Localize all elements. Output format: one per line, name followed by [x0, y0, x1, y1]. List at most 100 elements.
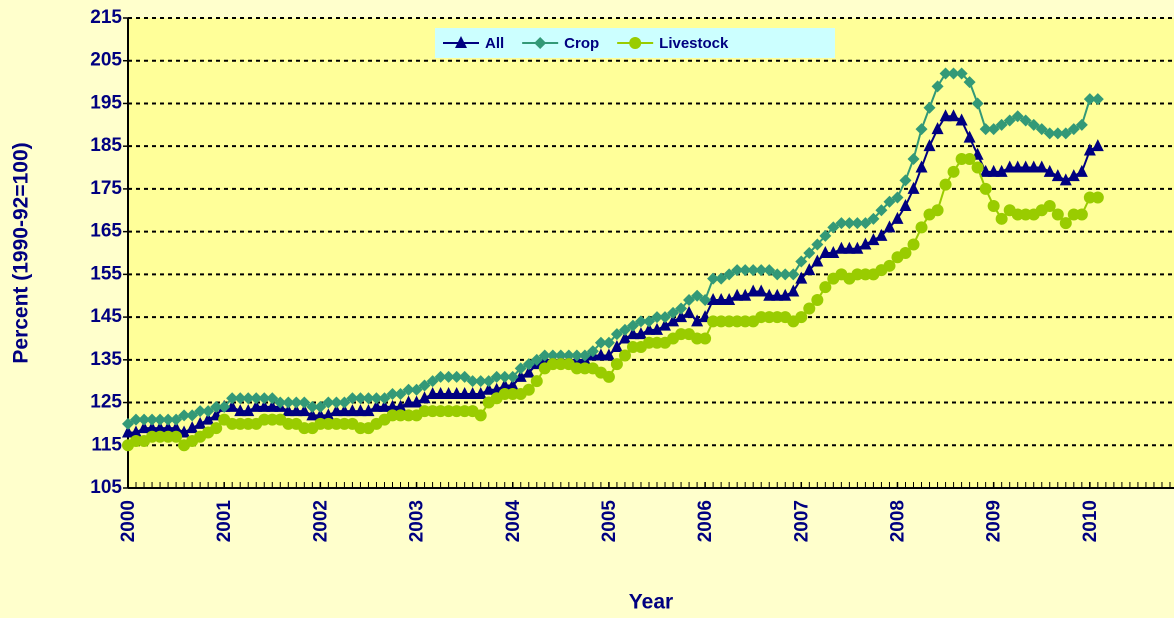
point [338, 404, 351, 417]
point [530, 353, 543, 366]
point [1003, 160, 1016, 173]
point [691, 314, 704, 327]
point [522, 358, 535, 371]
point [282, 404, 295, 417]
point [394, 399, 407, 412]
point [146, 421, 159, 434]
point [947, 165, 960, 178]
point [891, 211, 904, 224]
point [931, 204, 944, 217]
point [1091, 191, 1104, 204]
point [875, 228, 888, 241]
point [378, 392, 391, 405]
point [170, 430, 183, 443]
point [226, 392, 239, 405]
point [731, 288, 744, 301]
point [290, 396, 303, 409]
point [306, 400, 319, 413]
point [699, 332, 712, 345]
point [883, 195, 896, 208]
point [394, 388, 407, 400]
legend-marker [629, 37, 642, 49]
point [338, 396, 351, 409]
point [322, 408, 335, 421]
point [955, 113, 968, 126]
point [258, 399, 271, 412]
point [1091, 139, 1104, 152]
point [129, 425, 142, 438]
point [795, 271, 808, 284]
point [779, 268, 792, 281]
point [242, 392, 255, 405]
point [851, 217, 864, 230]
point [458, 387, 471, 399]
point [1059, 217, 1072, 230]
point [963, 76, 976, 89]
point [418, 391, 431, 404]
point [274, 396, 287, 409]
point [434, 387, 447, 399]
point [330, 396, 343, 409]
point [1083, 143, 1096, 156]
point [1067, 169, 1080, 182]
point [186, 409, 199, 422]
point [498, 378, 511, 391]
x-tick-label: 2004 [503, 500, 524, 543]
point [907, 153, 920, 165]
point [987, 123, 1000, 136]
point [939, 109, 952, 122]
point [178, 409, 191, 422]
point [907, 181, 920, 194]
point [675, 302, 688, 315]
point [731, 264, 744, 277]
point [194, 405, 207, 418]
x-tick-label: 2001 [214, 500, 235, 543]
point [843, 217, 856, 230]
point [378, 399, 391, 412]
point [602, 348, 615, 361]
point [1051, 169, 1064, 182]
x-axis-title: Year [629, 591, 673, 614]
point [707, 272, 720, 285]
point [931, 122, 944, 135]
point [683, 294, 696, 306]
point [835, 241, 848, 254]
point [1035, 123, 1048, 136]
point [915, 160, 928, 173]
point [258, 392, 271, 405]
x-tick-label: 2010 [1080, 500, 1101, 542]
point [210, 400, 223, 413]
point [995, 164, 1008, 177]
point [819, 229, 832, 242]
point [787, 268, 800, 281]
x-tick-label: 2000 [118, 500, 139, 542]
point [202, 405, 215, 418]
point [787, 284, 800, 297]
point [426, 387, 439, 399]
x-tick-label: 2007 [791, 500, 812, 542]
point [1051, 127, 1064, 140]
point [1043, 200, 1056, 212]
point [442, 370, 455, 383]
point [170, 413, 183, 426]
legend-label: All [485, 35, 504, 52]
point [418, 379, 431, 392]
point [835, 217, 848, 230]
point [667, 306, 680, 319]
point [915, 123, 928, 136]
point [715, 293, 728, 305]
point [931, 80, 944, 93]
point [514, 369, 527, 382]
point [811, 254, 824, 267]
point [506, 378, 519, 391]
point [242, 404, 255, 417]
point [458, 370, 471, 383]
point [386, 388, 399, 400]
point [450, 370, 463, 383]
point [1019, 160, 1032, 173]
point [298, 404, 311, 417]
point [506, 370, 519, 383]
point [162, 421, 175, 434]
point [474, 387, 487, 399]
